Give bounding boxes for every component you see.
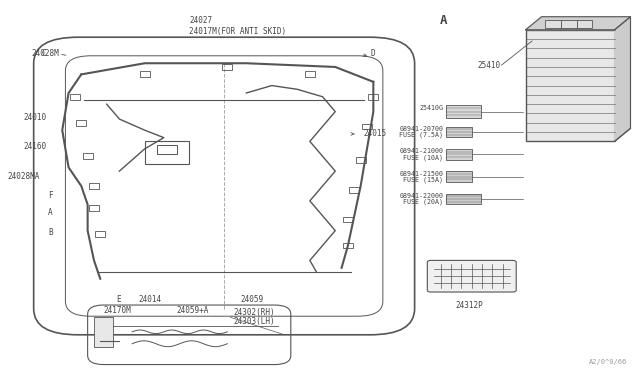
Text: 24059: 24059 (240, 295, 263, 304)
Text: A: A (48, 208, 52, 217)
Bar (545, 20, 561, 28)
Bar (446, 127, 472, 137)
Bar (362, 124, 372, 129)
Text: F: F (48, 191, 52, 200)
Text: 08941-20700: 08941-20700 (399, 126, 443, 132)
Bar (89, 183, 99, 189)
Bar (525, 30, 614, 141)
Text: 24160: 24160 (23, 142, 46, 151)
Text: A2/0^0/66: A2/0^0/66 (589, 359, 627, 365)
Bar (343, 217, 353, 222)
Text: FUSE (7.5A): FUSE (7.5A) (399, 132, 443, 138)
Bar (145, 141, 189, 164)
Bar (222, 64, 232, 70)
FancyBboxPatch shape (428, 260, 516, 292)
Bar (446, 149, 472, 160)
Text: 24015: 24015 (364, 129, 387, 138)
Bar (446, 105, 481, 118)
Text: C: C (42, 49, 46, 58)
Text: 24014: 24014 (138, 295, 161, 304)
Bar (356, 157, 365, 163)
Bar (157, 145, 177, 154)
Text: 24017M(FOR ANTI SKID): 24017M(FOR ANTI SKID) (189, 27, 286, 36)
Text: 24028MA: 24028MA (8, 172, 40, 181)
Text: D: D (370, 49, 375, 58)
Text: 08941-21000: 08941-21000 (399, 148, 443, 154)
Bar (577, 20, 593, 28)
Text: E: E (116, 295, 121, 304)
Bar (446, 171, 472, 182)
Bar (89, 205, 99, 211)
Bar (94, 317, 113, 347)
Bar (76, 120, 86, 126)
Bar (305, 71, 315, 77)
Text: 24027: 24027 (189, 16, 212, 25)
Bar (349, 187, 360, 193)
Text: 08941-21500: 08941-21500 (399, 171, 443, 177)
Text: 24010: 24010 (23, 113, 46, 122)
Text: 24170M: 24170M (104, 306, 131, 315)
Text: 24059+A: 24059+A (177, 306, 209, 315)
Bar (343, 243, 353, 248)
Bar (561, 20, 577, 28)
Text: 24302(RH): 24302(RH) (234, 308, 275, 317)
Text: 25410: 25410 (477, 61, 500, 70)
Bar (368, 94, 378, 100)
Text: FUSE (15A): FUSE (15A) (403, 177, 443, 183)
Bar (140, 71, 150, 77)
Bar (70, 94, 80, 100)
Bar (95, 231, 106, 237)
Polygon shape (525, 17, 630, 30)
Text: 24312P: 24312P (455, 301, 483, 310)
Text: B: B (48, 228, 52, 237)
Text: 24028M: 24028M (31, 49, 59, 58)
Bar (83, 153, 93, 159)
Text: FUSE (10A): FUSE (10A) (403, 154, 443, 161)
Text: 25410G: 25410G (419, 105, 443, 111)
Text: 24303(LH): 24303(LH) (234, 317, 275, 326)
Text: 08941-22000: 08941-22000 (399, 193, 443, 199)
Polygon shape (614, 17, 630, 141)
Text: FUSE (20A): FUSE (20A) (403, 199, 443, 205)
Bar (446, 194, 481, 204)
Text: A: A (440, 14, 447, 27)
